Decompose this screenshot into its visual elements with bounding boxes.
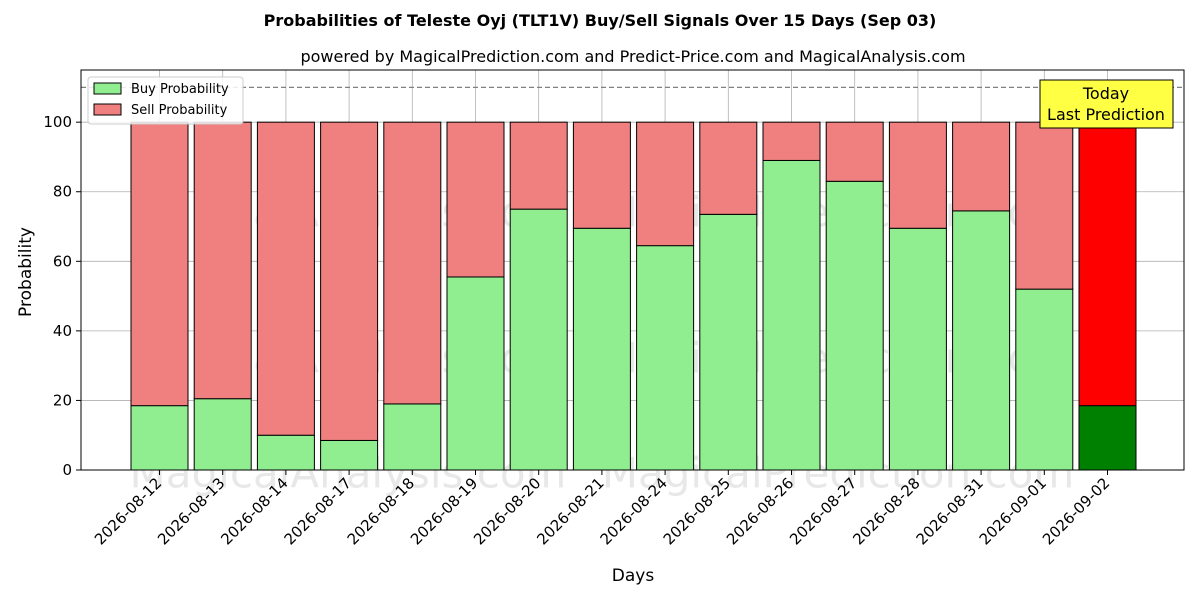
legend-box: [87, 76, 244, 125]
bar-buy: [699, 213, 758, 471]
bar-sell: [383, 121, 442, 405]
bar-buy: [1078, 405, 1137, 471]
bar-sell: [1078, 121, 1137, 407]
x-tick-label: 2026-08-12: [91, 474, 165, 548]
bar-sell: [636, 121, 695, 247]
y-tick-label: 40: [53, 322, 72, 340]
bar-sell: [130, 121, 189, 407]
y-tick-label: 20: [53, 391, 72, 409]
bar-sell: [699, 121, 758, 215]
y-tick-label: 100: [43, 113, 72, 131]
bar-buy: [572, 227, 631, 471]
bar-sell: [952, 121, 1011, 212]
legend-label-buy: Buy Probability: [131, 82, 229, 97]
bar-sell: [888, 121, 947, 229]
bar-sell: [193, 121, 252, 400]
bar-buy: [383, 403, 442, 471]
legend-swatch-sell: [93, 103, 122, 116]
bar-sell: [256, 121, 315, 436]
y-axis: 0 20 40 60 80 100: [43, 113, 81, 479]
bar-buy: [509, 208, 568, 471]
bar-buy: [888, 227, 947, 471]
today-annotation-line1: Today: [1082, 84, 1129, 103]
bar-sell: [762, 121, 821, 161]
bar-buy: [952, 210, 1011, 471]
legend-swatch-buy: [93, 82, 122, 95]
bar-buy: [193, 398, 252, 471]
bars: [130, 121, 1137, 471]
bar-buy: [130, 405, 189, 471]
bar-sell: [825, 121, 884, 182]
y-axis-label: Probability: [16, 227, 36, 317]
chart-subtitle: powered by MagicalPrediction.com and Pre…: [300, 47, 965, 66]
chart-title: Probabilities of Teleste Oyj (TLT1V) Buy…: [264, 11, 937, 30]
plot-frame: [80, 69, 1185, 471]
bar-buy: [1015, 288, 1074, 471]
legend: Buy Probability Sell Probability: [87, 76, 244, 125]
bar-buy: [825, 180, 884, 471]
today-annotation: Today Last Prediction: [1039, 79, 1174, 129]
bar-sell: [446, 121, 505, 278]
bar-buy: [762, 159, 821, 471]
bar-buy: [446, 276, 505, 471]
bar-buy: [320, 439, 379, 471]
legend-label-sell: Sell Probability: [131, 103, 228, 118]
bar-sell: [572, 121, 631, 229]
bar-sell: [1015, 121, 1074, 290]
bar-buy: [256, 434, 315, 471]
today-annotation-line2: Last Prediction: [1047, 105, 1165, 124]
bar-buy: [636, 245, 695, 471]
y-tick-label: 60: [53, 252, 72, 270]
bar-sell: [509, 121, 568, 210]
y-tick-label: 80: [53, 183, 72, 201]
today-annotation-box: [1039, 79, 1174, 129]
x-axis-label: Days: [612, 566, 655, 586]
bar-sell: [320, 121, 379, 441]
y-tick-label: 0: [62, 461, 72, 479]
